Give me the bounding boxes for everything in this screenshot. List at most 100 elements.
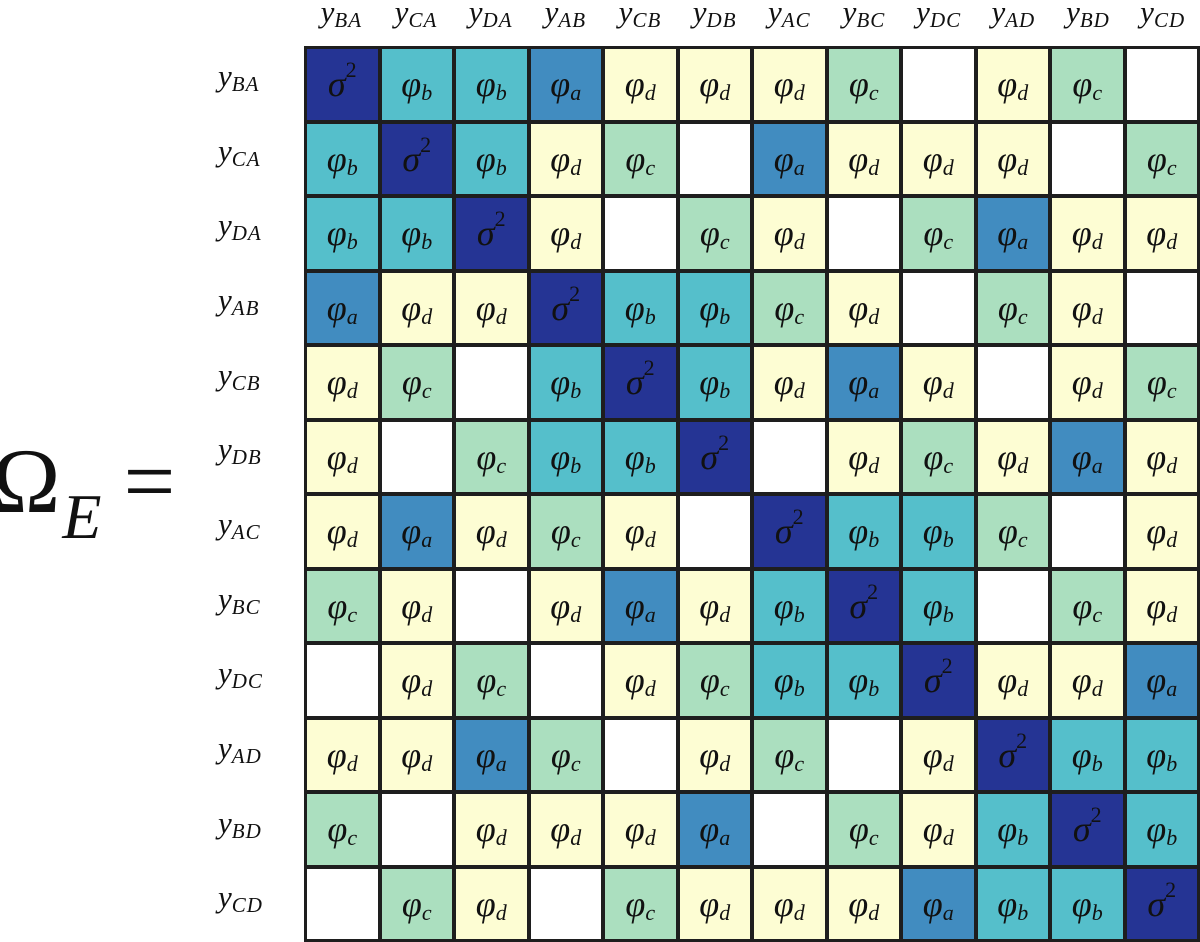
label-main: y — [1066, 0, 1080, 29]
cell-subscript: d — [346, 527, 358, 553]
cell-subscript: b — [942, 527, 954, 553]
cell-symbol: φ — [401, 213, 422, 254]
cell-subscript: d — [868, 452, 880, 478]
cell-subscript: d — [421, 750, 433, 776]
cell-subscript: c — [1092, 601, 1103, 627]
cell-subscript: a — [644, 601, 656, 627]
cell-subscript: c — [1017, 303, 1028, 329]
cell-symbol: φ — [997, 64, 1018, 105]
matrix-cell — [977, 347, 1048, 418]
label-main: y — [692, 0, 707, 29]
cell-subscript: d — [570, 154, 582, 180]
cell-subscript: d — [868, 303, 880, 329]
cell-symbol: φ — [550, 436, 571, 477]
cell-symbol: φ — [401, 660, 422, 701]
cell-symbol: φ — [699, 734, 720, 775]
cell-subscript: c — [645, 899, 656, 925]
label-main: y — [544, 0, 559, 29]
cell-subscript: b — [495, 80, 507, 106]
cell-subscript: d — [1017, 676, 1029, 702]
cell-symbol: σ — [998, 734, 1017, 775]
cell-symbol: φ — [1071, 436, 1092, 477]
cell-subscript: d — [644, 80, 656, 106]
label-main: y — [618, 0, 633, 29]
cell-subscript: b — [793, 676, 805, 702]
cell-subscript: d — [719, 899, 731, 925]
cell-symbol: φ — [1146, 436, 1167, 477]
cell-subscript: c — [794, 303, 805, 329]
cell-symbol: φ — [773, 585, 794, 626]
cell-subscript: b — [570, 378, 582, 404]
label-subscript: BA — [231, 72, 260, 96]
cell-subscript: d — [421, 303, 433, 329]
cell-symbol: φ — [848, 362, 869, 403]
cell-subscript: a — [570, 80, 582, 106]
cell-symbol: φ — [327, 809, 348, 850]
cell-superscript: 2 — [1165, 876, 1177, 902]
label-main: y — [916, 0, 930, 29]
cell-subscript: b — [570, 452, 582, 478]
label-subscript: BA — [334, 8, 363, 32]
cell-subscript: d — [1091, 378, 1103, 404]
cell-symbol: σ — [551, 287, 570, 328]
cell-subscript: d — [1091, 229, 1103, 255]
cell-symbol: φ — [476, 660, 497, 701]
cell-subscript: d — [1166, 601, 1178, 627]
matrix-cell — [307, 868, 378, 939]
cell-subscript: c — [347, 825, 358, 851]
column-label: yBC — [827, 0, 902, 32]
cell-symbol: φ — [550, 362, 571, 403]
cell-symbol: φ — [326, 213, 347, 254]
cell-symbol: φ — [699, 585, 720, 626]
cell-symbol: φ — [475, 883, 496, 924]
cell-subscript: d — [346, 750, 358, 776]
cell-symbol: φ — [922, 138, 943, 179]
cell-superscript: 2 — [494, 206, 506, 232]
cell-symbol: φ — [326, 138, 347, 179]
cell-subscript: d — [868, 899, 880, 925]
label-main: y — [218, 132, 232, 168]
cell-symbol: φ — [624, 809, 645, 850]
cell-subscript: b — [1017, 899, 1029, 925]
cell-symbol: φ — [699, 213, 720, 254]
cell-subscript: b — [1166, 825, 1178, 851]
cell-symbol: φ — [997, 138, 1018, 179]
cell-subscript: d — [570, 229, 582, 255]
matrix-cell — [1126, 49, 1197, 120]
cell-symbol: φ — [476, 436, 497, 477]
label-subscript: BC — [231, 594, 261, 619]
cell-symbol: φ — [327, 585, 348, 626]
cell-symbol: φ — [997, 436, 1018, 477]
cell-symbol: φ — [475, 64, 496, 105]
cell-subscript: c — [719, 676, 730, 702]
cell-superscript: 2 — [420, 131, 432, 157]
cell-symbol: φ — [550, 734, 571, 775]
